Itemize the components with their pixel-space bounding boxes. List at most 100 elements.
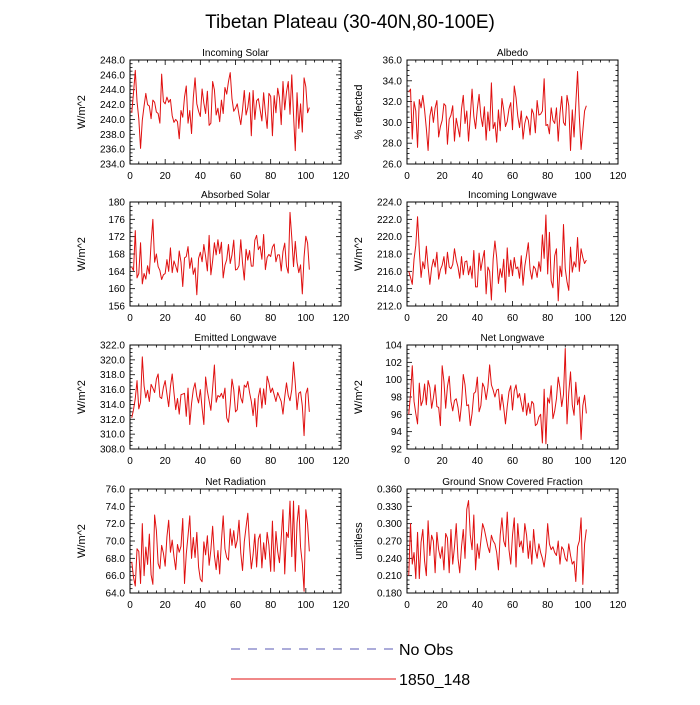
y-tick-label: 314.0 xyxy=(100,400,125,411)
x-tick-label: 20 xyxy=(160,456,172,467)
x-tick-label: 80 xyxy=(265,171,277,182)
x-tick-label: 20 xyxy=(160,600,172,611)
x-tick-label: 120 xyxy=(610,171,627,182)
y-tick-label: 322.0 xyxy=(100,341,125,352)
y-tick-label: 64.0 xyxy=(106,589,126,600)
x-tick-label: 80 xyxy=(542,171,554,182)
panel-net-radiation: Net Radiation 0 20 40 60 80 100 120 64.0 66.0 68.0… xyxy=(76,477,350,611)
x-tick-label: 60 xyxy=(230,600,242,611)
legend-item-no-obs: No Obs xyxy=(231,642,453,659)
y-tick-label: 236.0 xyxy=(100,145,125,156)
x-tick-label: 100 xyxy=(297,600,314,611)
x-tick-label: 100 xyxy=(574,456,591,467)
series-line-albedo xyxy=(408,70,587,151)
panel-title-incoming-longwave: Incoming Longwave xyxy=(468,190,557,201)
x-tick-label: 20 xyxy=(437,600,449,611)
x-tick-label: 120 xyxy=(610,313,627,324)
panel-albedo: Albedo 0 20 40 60 80 100 120 26.0 28.0 30.0 32.0 34.… xyxy=(353,48,627,182)
y-tick-label: 34.0 xyxy=(383,76,403,87)
x-tick-label: 0 xyxy=(404,456,410,467)
x-tick-label: 120 xyxy=(333,600,350,611)
panel-frame-incoming-longwave xyxy=(406,201,619,307)
y-axis-label-emitted-longwave: W/m^2 xyxy=(76,380,88,414)
x-tick-label: 60 xyxy=(507,313,519,324)
panel-incoming-solar: Incoming Solar 0 20 40 60 80 100 120 234.0 236.0 2… xyxy=(76,48,350,182)
y-tick-label: 218.0 xyxy=(377,250,402,261)
y-tick-label: 248.0 xyxy=(100,56,125,67)
x-tick-label: 100 xyxy=(574,313,591,324)
x-tick-label: 80 xyxy=(265,456,277,467)
y-tick-label: 234.0 xyxy=(100,160,125,171)
x-tick-label: 80 xyxy=(265,600,277,611)
series-line-net-longwave xyxy=(408,347,587,445)
y-tick-label: 156 xyxy=(108,302,125,313)
x-tick-label: 120 xyxy=(610,456,627,467)
y-tick-label: 312.0 xyxy=(100,415,125,426)
x-tick-label: 0 xyxy=(404,171,410,182)
y-tick-label: 0.330 xyxy=(377,502,402,513)
y-tick-label: 0.210 xyxy=(377,571,402,582)
x-tick-label: 40 xyxy=(195,600,207,611)
series-line-emitted-longwave xyxy=(131,356,310,437)
y-tick-label: 66.0 xyxy=(106,571,126,582)
x-tick-label: 120 xyxy=(333,313,350,324)
panel-title-incoming-solar: Incoming Solar xyxy=(202,48,269,59)
y-tick-label: 0.180 xyxy=(377,589,402,600)
x-tick-label: 60 xyxy=(507,600,519,611)
x-tick-label: 60 xyxy=(507,456,519,467)
y-tick-label: 68.0 xyxy=(106,554,126,565)
y-tick-label: 0.300 xyxy=(377,519,402,530)
y-axis-label-incoming-solar: W/m^2 xyxy=(76,95,88,129)
x-tick-label: 0 xyxy=(127,600,133,611)
series-line-ground-snow-covered-fraction xyxy=(408,500,587,585)
panel-incoming-longwave: Incoming Longwave 0 20 40 60 80 100 120 212.0 214… xyxy=(353,190,627,324)
x-tick-label: 0 xyxy=(404,313,410,324)
x-tick-label: 40 xyxy=(195,456,207,467)
y-tick-label: 168 xyxy=(108,250,125,261)
x-tick-label: 40 xyxy=(472,456,484,467)
panel-title-ground-snow-covered-fraction: Ground Snow Covered Fraction xyxy=(442,477,583,488)
y-tick-label: 28.0 xyxy=(383,139,403,150)
panel-title-net-longwave: Net Longwave xyxy=(481,333,545,344)
panel-grid: Incoming Solar 0 20 40 60 80 100 120 234.0 236.0 2… xyxy=(76,48,627,611)
x-tick-label: 20 xyxy=(160,171,172,182)
x-tick-label: 40 xyxy=(472,600,484,611)
y-tick-label: 72.0 xyxy=(106,519,126,530)
y-tick-label: 216.0 xyxy=(377,267,402,278)
y-tick-label: 180 xyxy=(108,198,125,209)
x-tick-label: 20 xyxy=(437,171,449,182)
series-line-net-radiation xyxy=(131,500,310,592)
y-tick-label: 32.0 xyxy=(383,97,403,108)
x-tick-label: 20 xyxy=(160,313,172,324)
y-tick-label: 70.0 xyxy=(106,537,126,548)
y-tick-label: 222.0 xyxy=(377,215,402,226)
x-tick-label: 80 xyxy=(265,313,277,324)
x-tick-label: 0 xyxy=(127,456,133,467)
y-tick-label: 74.0 xyxy=(106,502,126,513)
x-tick-label: 120 xyxy=(333,171,350,182)
x-tick-label: 20 xyxy=(437,456,449,467)
y-axis-label-absorbed-solar: W/m^2 xyxy=(76,237,88,271)
x-tick-label: 0 xyxy=(404,600,410,611)
panel-title-net-radiation: Net Radiation xyxy=(205,477,266,488)
y-tick-label: 310.0 xyxy=(100,430,125,441)
y-tick-label: 246.0 xyxy=(100,70,125,81)
panel-frame-net-longwave xyxy=(406,344,619,450)
panel-title-emitted-longwave: Emitted Longwave xyxy=(194,333,277,344)
panel-title-absorbed-solar: Absorbed Solar xyxy=(201,190,271,201)
y-tick-label: 92 xyxy=(391,445,403,456)
y-tick-label: 30.0 xyxy=(383,118,403,129)
x-tick-label: 100 xyxy=(297,313,314,324)
x-tick-label: 40 xyxy=(195,313,207,324)
x-tick-label: 40 xyxy=(472,313,484,324)
y-tick-label: 316.0 xyxy=(100,385,125,396)
x-tick-label: 80 xyxy=(542,600,554,611)
panel-frame-absorbed-solar xyxy=(129,201,342,307)
y-axis-label-net-radiation: W/m^2 xyxy=(76,524,88,558)
y-tick-label: 94 xyxy=(391,427,403,438)
legend-item-1850-148: 1850_148 xyxy=(231,672,470,689)
panel-emitted-longwave: Emitted Longwave 0 20 40 60 80 100 120 308.0 310.… xyxy=(76,333,350,467)
y-tick-label: 96 xyxy=(391,410,403,421)
y-axis-label-ground-snow-covered-fraction: unitless xyxy=(353,522,365,560)
